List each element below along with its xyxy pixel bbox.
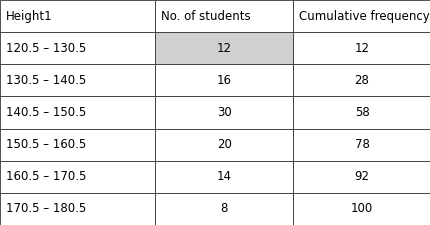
Text: 150.5 – 160.5: 150.5 – 160.5: [6, 138, 86, 151]
Text: 160.5 – 170.5: 160.5 – 170.5: [6, 170, 86, 183]
Text: 78: 78: [354, 138, 369, 151]
Bar: [0, 0, 155, 32]
Bar: [0, 64, 155, 97]
Bar: [0, 161, 155, 193]
Bar: [0, 32, 155, 64]
Text: Height1: Height1: [6, 10, 52, 22]
Text: 130.5 – 140.5: 130.5 – 140.5: [6, 74, 86, 87]
Text: 8: 8: [220, 202, 227, 215]
Text: 58: 58: [354, 106, 369, 119]
Text: 16: 16: [216, 74, 231, 87]
Bar: [292, 161, 430, 193]
Bar: [155, 193, 292, 225]
Bar: [292, 97, 430, 128]
Bar: [292, 64, 430, 97]
Bar: [155, 32, 292, 64]
Bar: [292, 128, 430, 161]
Bar: [155, 128, 292, 161]
Text: Cumulative frequency: Cumulative frequency: [298, 10, 428, 22]
Bar: [155, 161, 292, 193]
Bar: [155, 97, 292, 128]
Text: 30: 30: [216, 106, 231, 119]
Bar: [0, 128, 155, 161]
Text: 12: 12: [354, 42, 369, 55]
Bar: [0, 97, 155, 128]
Text: 100: 100: [350, 202, 372, 215]
Text: 120.5 – 130.5: 120.5 – 130.5: [6, 42, 86, 55]
Text: No. of students: No. of students: [160, 10, 250, 22]
Text: 28: 28: [354, 74, 369, 87]
Text: 92: 92: [354, 170, 369, 183]
Text: 140.5 – 150.5: 140.5 – 150.5: [6, 106, 86, 119]
Text: 170.5 – 180.5: 170.5 – 180.5: [6, 202, 86, 215]
Text: 14: 14: [216, 170, 231, 183]
Bar: [292, 32, 430, 64]
Bar: [0, 193, 155, 225]
Text: 20: 20: [216, 138, 231, 151]
Bar: [155, 64, 292, 97]
Bar: [292, 0, 430, 32]
Bar: [292, 193, 430, 225]
Text: 12: 12: [216, 42, 231, 55]
Bar: [155, 0, 292, 32]
